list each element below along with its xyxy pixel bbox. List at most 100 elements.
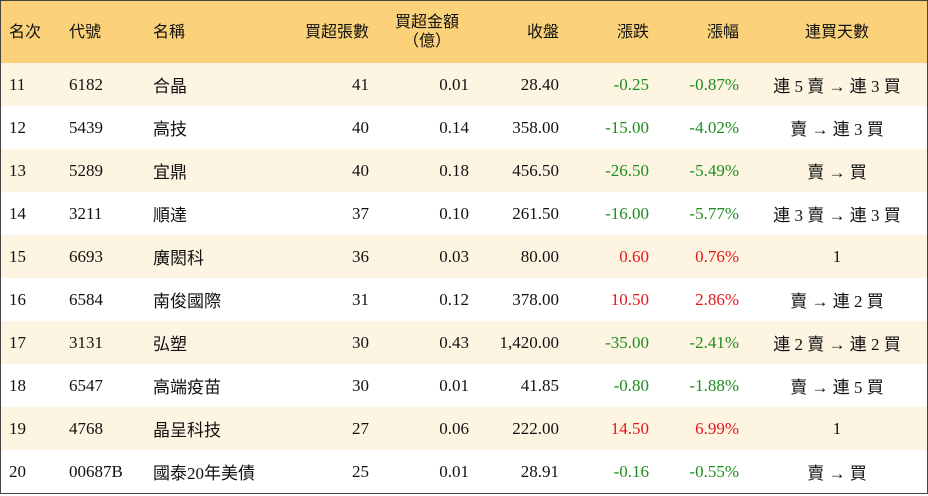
table-cell: 國泰20年美債 [153,464,255,483]
table-cell: 0.18 [439,160,469,180]
table-cell: 3211 [69,203,103,223]
table-cell: 28.40 [520,74,559,94]
table-cell: -15.00 [605,117,649,137]
table-cell: 00687B [69,461,123,481]
table-cell: -0.80 [613,375,649,395]
table-cell: 4768 [69,418,103,438]
table-cell: 41.85 [520,375,559,395]
table-cell: 30 [352,332,369,352]
table-cell: 2.86% [695,289,739,309]
table-cell: 13 [9,160,26,180]
header-cell: 代號 [61,1,145,63]
table-row: 12 5439 高技 40 0.14 358.00 -15.00 -4.02% 賣 → 連 3 … [1,106,927,149]
table-cell: 0.10 [439,203,469,223]
table-cell: 1 [832,418,842,438]
table-cell: 賣 → 買 [807,464,867,483]
table-cell: -0.87% [689,74,739,94]
table-cell: 6693 [69,246,103,266]
table-row: 15 6693 廣閎科 36 0.03 80.00 0.60 0.76% 1 [1,235,927,278]
table-row: 16 6584 南俊國際 31 0.12 378.00 10.50 2.86% 賣 → 連 2 … [1,278,927,321]
table-cell: 0.03 [439,246,469,266]
table-cell: 0.01 [439,461,469,481]
table-row: 20 00687B 國泰20年美債 25 0.01 28.91 -0.16 -0.55% 賣 →… [1,450,927,493]
table-cell: 16 [9,289,26,309]
table-cell: 3131 [69,332,103,352]
table-cell: 30 [352,375,369,395]
table-cell: -0.16 [613,461,649,481]
table-row: 13 5289 宜鼎 40 0.18 456.50 -26.50 -5.49% 賣 → 買 [1,149,927,192]
table-cell: 0.76% [695,246,739,266]
table-cell: 晶呈科技 [153,421,221,440]
table-cell: 賣 → 買 [807,163,867,182]
table-cell: 17 [9,332,26,352]
table-cell: -2.41% [689,332,739,352]
header-cell: 名次 [1,1,61,63]
table-cell: 358.00 [512,117,559,137]
table-cell: -0.55% [689,461,739,481]
table-cell: 0.12 [439,289,469,309]
table-cell: 36 [352,246,369,266]
table-cell: 0.43 [439,332,469,352]
header-cell: 收盤 [477,1,567,63]
table-cell: 0.01 [439,375,469,395]
table-row: 19 4768 晶呈科技 27 0.06 222.00 14.50 6.99% 1 [1,407,927,450]
table-cell: 25 [352,461,369,481]
table-cell: 40 [352,117,369,137]
table-row: 17 3131 弘塑 30 0.43 1,420.00 -35.00 -2.41% 連 2 賣 … [1,321,927,364]
table-cell: 合晶 [153,77,187,96]
header-cell: 買超張數 [273,1,377,63]
table-cell: -5.77% [689,203,739,223]
table-cell: 1 [832,246,842,266]
table-cell: 0.60 [619,246,649,266]
table-cell: -5.49% [689,160,739,180]
table-cell: 41 [352,74,369,94]
header-cell: 漲幅 [657,1,747,63]
table-cell: 賣 → 連 2 買 [790,292,884,311]
table-cell: 14 [9,203,26,223]
table-cell: -26.50 [605,160,649,180]
table-cell: 廣閎科 [153,249,204,268]
header-cell: 漲跌 [567,1,657,63]
table-cell: 連 5 賣 → 連 3 買 [773,77,901,96]
table-cell: -4.02% [689,117,739,137]
table-cell: 0.06 [439,418,469,438]
table-cell: 0.01 [439,74,469,94]
table-cell: 37 [352,203,369,223]
table-cell: 高技 [153,120,187,139]
table-row: 11 6182 合晶 41 0.01 28.40 -0.25 -0.87% 連 5 賣 → 連 … [1,63,927,106]
table-cell: -16.00 [605,203,649,223]
header-cell: 連買天數 [747,1,927,63]
table-cell: 弘塑 [153,335,187,354]
table-cell: 11 [9,74,26,94]
table-row: 18 6547 高端疫苗 30 0.01 41.85 -0.80 -1.88% 賣 → 連 5 … [1,364,927,407]
table-cell: -35.00 [605,332,649,352]
table-cell: 賣 → 連 3 買 [790,120,884,139]
table-cell: 5289 [69,160,103,180]
table-cell: 0.14 [439,117,469,137]
table-cell: 19 [9,418,26,438]
table-cell: 14.50 [610,418,649,438]
table-cell: -1.88% [689,375,739,395]
table-cell: 20 [9,461,26,481]
table-cell: 高端疫苗 [153,378,221,397]
table-cell: 5439 [69,117,103,137]
table-cell: 18 [9,375,26,395]
header-cell: 買超金額 （億） [377,1,477,63]
table-cell: 6547 [69,375,103,395]
table-cell: 378.00 [512,289,559,309]
table-cell: 27 [352,418,369,438]
table-cell: 6.99% [695,418,739,438]
table-cell: 賣 → 連 5 買 [790,378,884,397]
table-cell: 15 [9,246,26,266]
table-cell: 10.50 [610,289,649,309]
table-cell: 456.50 [512,160,559,180]
table-body: 11 6182 合晶 41 0.01 28.40 -0.25 -0.87% 連 5 賣 → 連 … [1,63,927,493]
table-cell: 宜鼎 [153,163,187,182]
header-cell: 名稱 [145,1,273,63]
table-cell: 40 [352,160,369,180]
table-cell: 1,420.00 [499,332,560,352]
table-cell: 順達 [153,206,187,225]
table-cell: 連 3 賣 → 連 3 買 [773,206,901,225]
